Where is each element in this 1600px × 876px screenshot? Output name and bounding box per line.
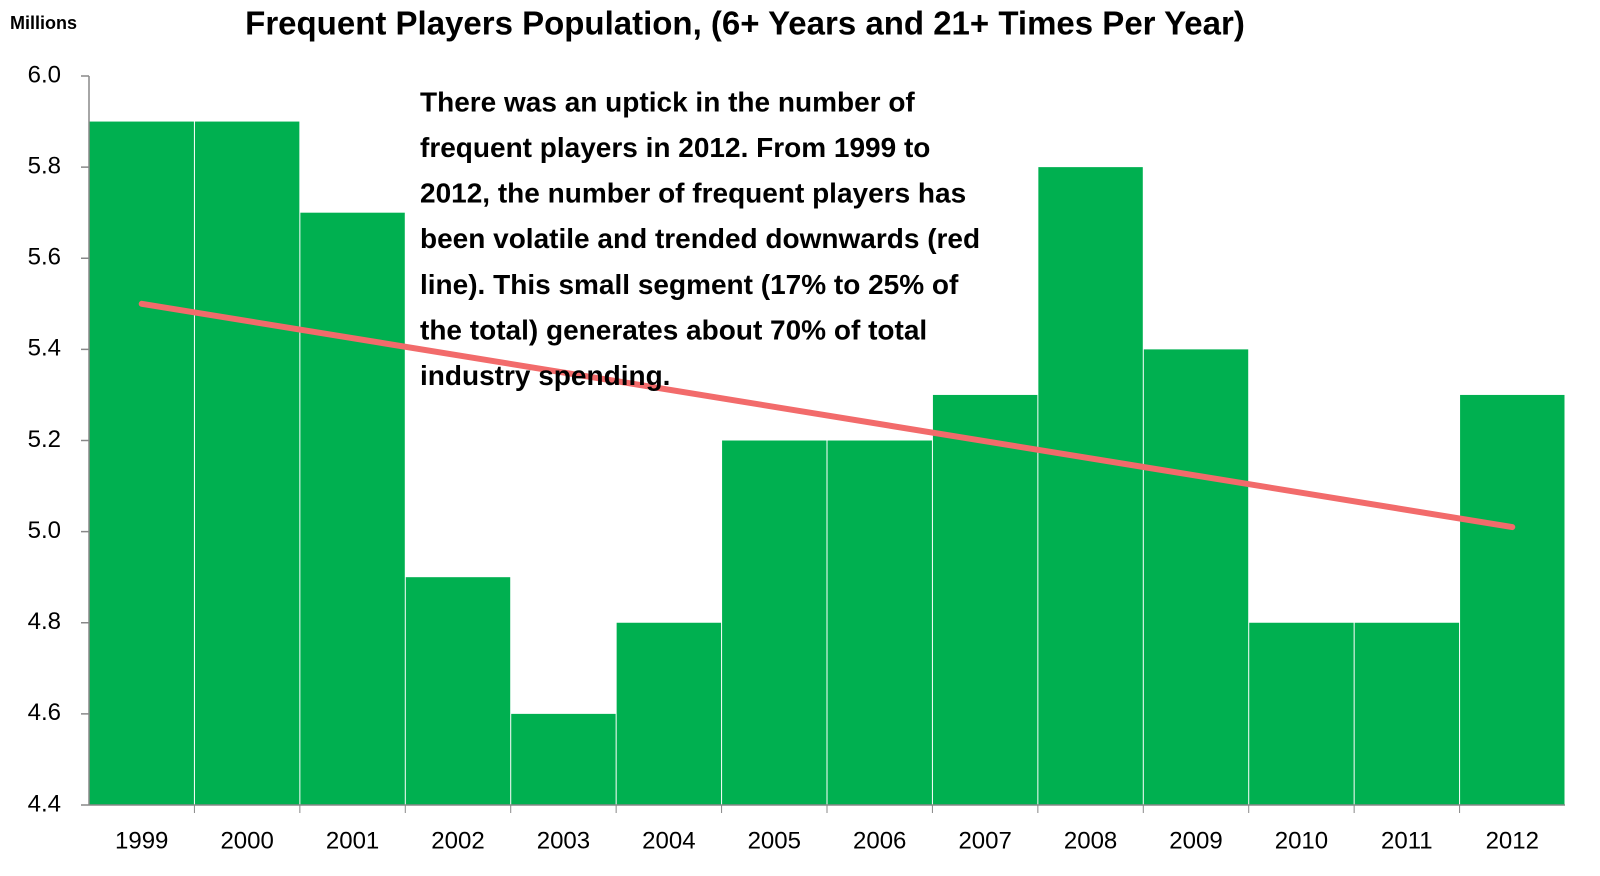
x-tick-label: 2002: [431, 827, 484, 854]
x-tick-label: 2012: [1486, 827, 1539, 854]
x-tick-label: 2006: [853, 827, 906, 854]
x-tick-label: 2003: [537, 827, 590, 854]
bar: [405, 577, 511, 805]
y-tick-label: 4.6: [28, 699, 61, 726]
annotation-line: industry spending.: [420, 360, 670, 391]
trend-line: [138, 300, 1516, 531]
bar: [89, 121, 194, 805]
bar: [827, 440, 932, 805]
bar: [1460, 394, 1565, 805]
x-tick-label: 2000: [220, 827, 273, 854]
y-tick-label: 5.2: [28, 426, 61, 453]
y-axis-label: Millions: [10, 13, 77, 33]
annotation-line: There was an uptick in the number of: [420, 86, 915, 117]
bar: [1249, 622, 1354, 805]
bar: [616, 622, 722, 805]
x-tick-label: 2010: [1275, 827, 1328, 854]
y-tick-label: 5.6: [28, 244, 61, 271]
bar: [722, 440, 827, 805]
x-tick-label: 2011: [1381, 827, 1433, 854]
y-tick-label: 4.4: [28, 790, 61, 817]
chart-title: Frequent Players Population, (6+ Years a…: [245, 5, 1245, 42]
x-tick-label: 2008: [1064, 827, 1117, 854]
y-tick-label: 5.0: [28, 517, 61, 544]
bar: [932, 394, 1038, 805]
bar: [1143, 349, 1249, 805]
y-tick-label: 4.8: [28, 608, 61, 635]
annotation-line: line). This small segment (17% to 25% of: [420, 269, 959, 300]
bar: [194, 121, 300, 805]
annotation-line: 2012, the number of frequent players has: [420, 178, 966, 209]
bar: [300, 212, 405, 805]
x-tick-label: 1999: [115, 827, 168, 854]
y-tick-label: 6.0: [28, 61, 61, 88]
y-tick-label: 5.8: [28, 152, 61, 179]
x-tick-label: 2004: [642, 827, 695, 854]
annotation-line: the total) generates about 70% of total: [420, 314, 927, 345]
x-tick-label: 2001: [326, 827, 379, 854]
annotation-line: been volatile and trended downwards (red: [420, 223, 980, 254]
y-tick-label: 5.4: [28, 335, 61, 362]
bar: [1354, 622, 1460, 805]
bar: [511, 713, 616, 805]
x-tick-label: 2009: [1169, 827, 1222, 854]
bar: [1038, 167, 1143, 805]
x-tick-label: 2007: [958, 827, 1011, 854]
x-tick-label: 2005: [748, 827, 801, 854]
annotation-line: frequent players in 2012. From 1999 to: [420, 132, 930, 163]
